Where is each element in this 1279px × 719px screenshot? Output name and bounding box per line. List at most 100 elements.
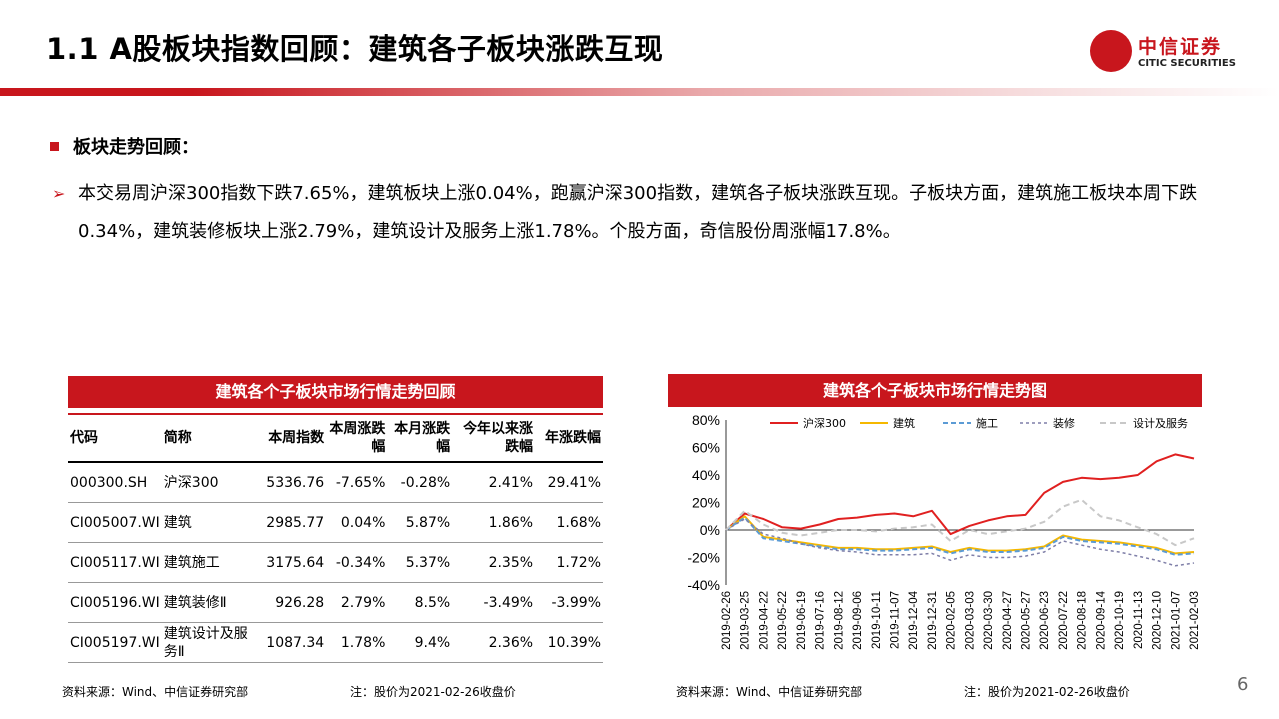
table-source: 资料来源：Wind、中信证券研究部 xyxy=(62,685,249,699)
sector-table: 代码 简称 本周指数 本周涨跌幅 本月涨跌幅 今年以来涨跌幅 年涨跌幅 0003… xyxy=(68,413,603,663)
x-tick-label: 2020-03-03 xyxy=(964,591,976,650)
x-tick-label: 2021-01-07 xyxy=(1170,591,1182,650)
x-tick-label: 2020-06-23 xyxy=(1039,591,1051,650)
y-tick-label: -20% xyxy=(687,550,720,566)
table-cell: -3.99% xyxy=(535,582,603,623)
table-cell: CI005197.WI xyxy=(68,622,162,663)
series-line xyxy=(725,515,1195,555)
header-cell: 本月涨跌幅 xyxy=(387,413,453,463)
table-row: 000300.SH 沪深300 5336.76 -7.65% -0.28% 2.… xyxy=(68,462,603,503)
x-tick-label: 2019-03-25 xyxy=(740,591,752,650)
legend-label: 施工 xyxy=(976,417,998,430)
table-cell: 1087.34 xyxy=(251,622,327,663)
table-cell: 1.68% xyxy=(535,502,603,543)
series-line xyxy=(725,516,1195,556)
table-cell: 9.4% xyxy=(387,622,453,663)
header-cell: 本周涨跌幅 xyxy=(326,413,388,463)
chart-note: 注：股价为2021-02-26收盘价 xyxy=(964,685,1130,699)
table-cell: 建筑施工 xyxy=(161,542,252,583)
table-cell: 建筑装修Ⅱ xyxy=(161,582,252,623)
x-tick-label: 2020-10-19 xyxy=(1114,591,1126,650)
table-cell: 2.79% xyxy=(326,582,388,623)
legend-label: 设计及服务 xyxy=(1133,417,1188,430)
y-tick-label: -40% xyxy=(687,577,720,593)
table-cell: 3175.64 xyxy=(251,542,327,583)
table-cell: 2.35% xyxy=(452,542,536,583)
x-tick-label: 2019-07-16 xyxy=(815,591,827,650)
y-tick-label: 60% xyxy=(692,440,720,456)
citic-logo: 中信证券 CITIC SECURITIES xyxy=(1090,30,1250,74)
arrow-bullet-icon: ➢ xyxy=(52,184,66,203)
x-tick-label: 2019-08-12 xyxy=(833,591,845,650)
header-divider-bar xyxy=(0,88,1279,96)
x-tick-label: 2019-11-07 xyxy=(889,591,901,649)
table-cell: 10.39% xyxy=(535,622,603,663)
logo-english-name: CITIC SECURITIES xyxy=(1138,58,1236,69)
header-cell: 本周指数 xyxy=(251,413,327,463)
x-tick-label: 2019-12-04 xyxy=(908,590,920,649)
trend-line-chart: 80% 60% 40% 20% 0% -20% -40%2019-02-26 2019-03-… xyxy=(687,412,1201,650)
table-cell: -0.28% xyxy=(387,462,453,503)
x-tick-label: 2019-12-31 xyxy=(927,591,939,650)
y-tick-label: 20% xyxy=(692,495,720,511)
table-cell: 1.72% xyxy=(535,542,603,583)
y-tick-label: 80% xyxy=(692,412,720,428)
x-tick-label: 2020-04-27 xyxy=(1002,591,1014,650)
table-cell: -3.49% xyxy=(452,582,536,623)
bullet-square-icon xyxy=(50,141,59,151)
table-cell: 926.28 xyxy=(251,582,327,623)
citic-logo-icon xyxy=(1090,30,1132,72)
table-cell: 5.37% xyxy=(387,542,453,583)
chart-source: 资料来源：Wind、中信证券研究部 xyxy=(676,685,863,699)
table-cell: 建筑设计及服务Ⅱ xyxy=(161,622,252,663)
page-title: 1.1 A股板块指数回顾：建筑各子板块涨跌互现 xyxy=(46,32,664,66)
x-tick-label: 2020-05-27 xyxy=(1021,591,1033,650)
table-cell: CI005196.WI xyxy=(68,582,162,623)
section-heading: 板块走势回顾： xyxy=(50,133,199,159)
legend-label: 建筑 xyxy=(893,416,915,430)
x-tick-label: 2019-06-19 xyxy=(796,591,808,650)
table-title: 建筑各个子板块市场行情走势回顾 xyxy=(68,376,603,408)
header-cell: 年涨跌幅 xyxy=(535,413,603,463)
x-tick-label: 2020-08-18 xyxy=(1077,591,1089,650)
table-row: CI005197.WI 建筑设计及服务Ⅱ 1087.34 1.78% 9.4% … xyxy=(68,622,603,663)
table-cell: CI005007.WI xyxy=(68,502,162,543)
y-tick-label: 40% xyxy=(692,467,720,483)
table-header-row: 代码 简称 本周指数 本周涨跌幅 本月涨跌幅 今年以来涨跌幅 年涨跌幅 xyxy=(68,413,603,463)
x-tick-label: 2019-09-06 xyxy=(852,591,864,650)
x-tick-label: 2020-07-22 xyxy=(1058,591,1070,650)
logo-chinese-name: 中信证券 xyxy=(1138,36,1223,58)
table-cell: 2.36% xyxy=(452,622,536,663)
x-tick-label: 2019-04-22 xyxy=(758,591,770,650)
table-cell: 2985.77 xyxy=(251,502,327,543)
legend-label: 沪深300 xyxy=(803,416,846,430)
section-heading-text: 板块走势回顾： xyxy=(73,137,199,158)
table-row: CI005117.WI 建筑施工 3175.64 -0.34% 5.37% 2.… xyxy=(68,542,603,583)
legend-label: 装修 xyxy=(1053,416,1075,430)
header-cell: 简称 xyxy=(161,413,252,463)
table-note: 注：股价为2021-02-26收盘价 xyxy=(350,685,516,699)
table-cell: 0.04% xyxy=(326,502,388,543)
x-tick-label: 2020-12-10 xyxy=(1152,591,1164,650)
table-cell: 建筑 xyxy=(161,502,252,543)
chart-title: 建筑各个子板块市场行情走势图 xyxy=(668,374,1202,407)
x-tick-label: 2021-02-03 xyxy=(1189,591,1201,650)
summary-paragraph: ➢ 本交易周沪深300指数下跌7.65%，建筑板块上涨0.04%，跑赢沪深300… xyxy=(52,175,1242,251)
table-cell: 沪深300 xyxy=(161,462,252,503)
x-tick-label: 2020-11-13 xyxy=(1133,591,1145,649)
series-line xyxy=(725,518,1195,567)
table-row: CI005007.WI 建筑 2985.77 0.04% 5.87% 1.86%… xyxy=(68,502,603,543)
x-tick-label: 2020-03-30 xyxy=(983,591,995,650)
x-tick-label: 2020-09-14 xyxy=(1095,590,1107,649)
header-cell: 今年以来涨跌幅 xyxy=(452,413,536,463)
summary-text: 本交易周沪深300指数下跌7.65%，建筑板块上涨0.04%，跑赢沪深300指数… xyxy=(78,183,1198,242)
table-cell: 29.41% xyxy=(535,462,603,503)
table-cell: 000300.SH xyxy=(68,462,162,503)
x-tick-label: 2019-05-22 xyxy=(777,591,789,650)
table-cell: 5.87% xyxy=(387,502,453,543)
y-tick-label: 0% xyxy=(700,522,720,538)
series-line xyxy=(725,498,1195,547)
table-row: CI005196.WI 建筑装修Ⅱ 926.28 2.79% 8.5% -3.4… xyxy=(68,582,603,623)
table-cell: -0.34% xyxy=(326,542,388,583)
series-line xyxy=(725,453,1195,536)
